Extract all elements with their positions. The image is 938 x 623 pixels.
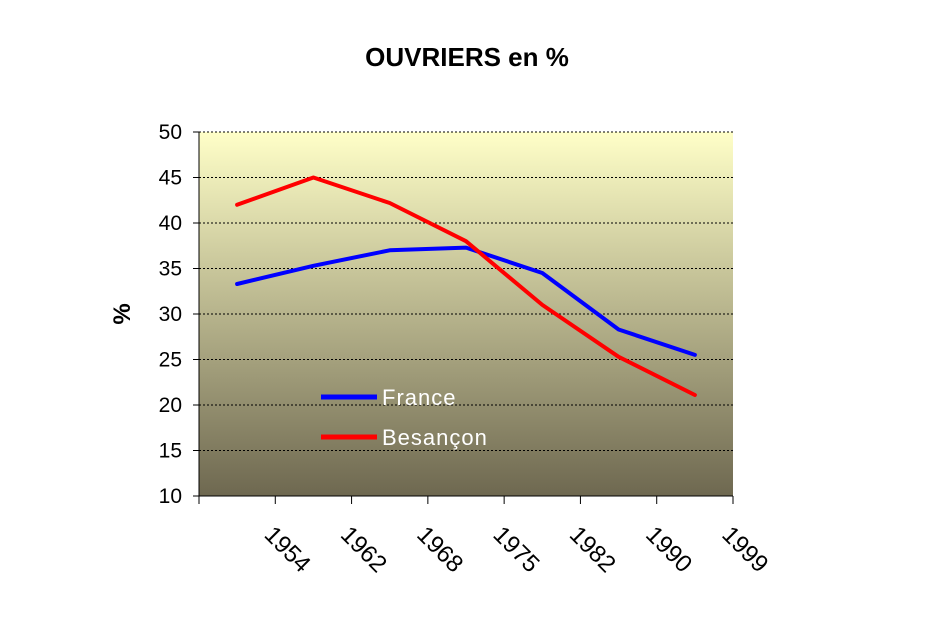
series-lines <box>235 175 697 397</box>
y-tick-label: 10 <box>159 485 182 508</box>
x-tick-label: 1954 <box>259 521 316 578</box>
y-tick-label: 35 <box>159 258 182 281</box>
x-tick-label: 1999 <box>717 521 774 578</box>
legend-label: France <box>382 385 456 410</box>
chart-title: OUVRIERS en % <box>365 42 569 72</box>
x-tick-label: 1968 <box>411 521 468 578</box>
y-tick-label: 50 <box>159 121 182 144</box>
axes <box>193 131 734 504</box>
x-tick-label: 1982 <box>564 521 621 578</box>
y-tick-labels: 10 15 20 25 30 35 40 45 50 <box>159 121 182 508</box>
y-tick-label: 25 <box>159 349 182 372</box>
y-tick-label: 30 <box>159 303 182 326</box>
y-axis-label: % <box>109 303 136 324</box>
series-line-besan-on <box>235 175 697 397</box>
series-line-france <box>235 245 697 357</box>
legend-label: Besançon <box>382 425 488 450</box>
y-tick-label: 40 <box>159 212 182 235</box>
x-tick-label: 1975 <box>488 521 545 578</box>
x-tick-label: 1990 <box>640 521 697 578</box>
x-tick-label: 1962 <box>335 521 392 578</box>
y-tick-label: 20 <box>159 394 182 417</box>
legend: France Besançon <box>321 385 488 450</box>
gridlines <box>199 131 733 451</box>
y-tick-label: 45 <box>159 167 182 190</box>
x-tick-labels: 1954 1962 1968 1975 1982 1990 1999 <box>259 521 774 578</box>
y-tick-label: 15 <box>159 440 182 463</box>
